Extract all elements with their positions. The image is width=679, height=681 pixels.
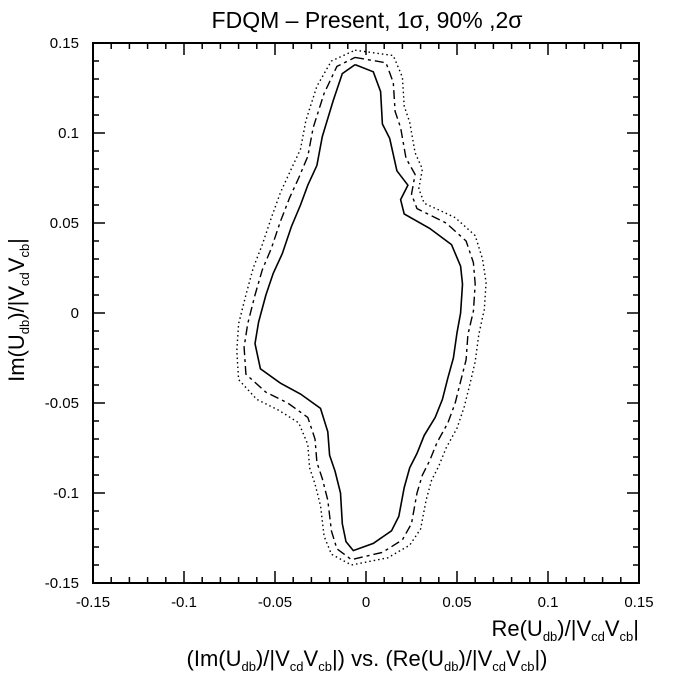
x-label-end: |: [633, 616, 639, 641]
caption-p3: V: [304, 646, 319, 671]
contour-series: [237, 50, 486, 565]
x-tick-label: 0.05: [442, 594, 471, 611]
y-tick-label: 0.05: [50, 215, 79, 232]
x-axis-label: Re(Udb)/|VcdVcb|: [491, 616, 639, 644]
plot-frame: [93, 43, 639, 583]
chart-caption: (Im(Udb)/|VcdVcb|) vs. (Re(Udb)/|VcdVcb|…: [187, 646, 548, 674]
y-axis-label: Im(Udb)/|VcdVcb|: [4, 238, 32, 382]
x-label-main: Re(U: [491, 616, 542, 641]
caption-s2: cd: [290, 659, 304, 674]
x-label-sub4: cb: [620, 629, 634, 644]
chart-title: FDQM – Present, 1σ, 90% ,2σ: [212, 7, 523, 33]
y-label-sub2: cd: [17, 272, 32, 286]
x-label-sub3-base: V: [605, 616, 620, 641]
x-tick-label: -0.15: [76, 594, 110, 611]
caption-p7: |): [534, 646, 547, 671]
y-label-sub4: cb: [17, 244, 32, 258]
x-tick-label: -0.05: [258, 594, 292, 611]
x-tick-label: 0.15: [624, 594, 653, 611]
contour-dotted: [237, 50, 486, 565]
y-label-mid: )/|V: [4, 286, 29, 320]
x-tick-label: 0: [362, 594, 370, 611]
caption-s1: db: [241, 659, 255, 674]
contour-dashed: [244, 57, 475, 559]
y-tick-label: -0.15: [45, 575, 79, 592]
x-tick-label: 0.1: [538, 594, 559, 611]
caption-p1: (Im(U: [187, 646, 242, 671]
caption-p2: )/|V: [256, 646, 290, 671]
plot-area: [93, 43, 639, 583]
contour-solid: [255, 65, 463, 551]
y-tick-label: 0.1: [58, 125, 79, 142]
caption-s4: db: [444, 659, 458, 674]
x-label-sub1: db: [543, 629, 557, 644]
caption-p4: |) vs. (Re(U: [332, 646, 444, 671]
y-label-sub3-base: V: [4, 257, 29, 272]
y-label-end: |: [4, 238, 29, 244]
y-tick-label: -0.05: [45, 395, 79, 412]
axis-ticks: -0.15 -0.1 -0.05 0 0.05 0.1 0.15 -0.15 -0.1 -0.05…: [45, 35, 654, 611]
caption-s5: cd: [492, 659, 506, 674]
caption-s6: cb: [521, 659, 535, 674]
y-tick-label: -0.1: [53, 485, 79, 502]
x-tick-label: -0.1: [171, 594, 197, 611]
y-tick-label: 0: [71, 305, 79, 322]
caption-p6: V: [506, 646, 521, 671]
x-label-sub2: cd: [591, 629, 605, 644]
y-label-sub1: db: [17, 320, 32, 334]
caption-s3: cb: [318, 659, 332, 674]
caption-p5: )/|V: [458, 646, 492, 671]
y-label-main: Im(U: [4, 334, 29, 382]
y-tick-label: 0.15: [50, 35, 79, 52]
x-label-mid: )/|V: [557, 616, 591, 641]
